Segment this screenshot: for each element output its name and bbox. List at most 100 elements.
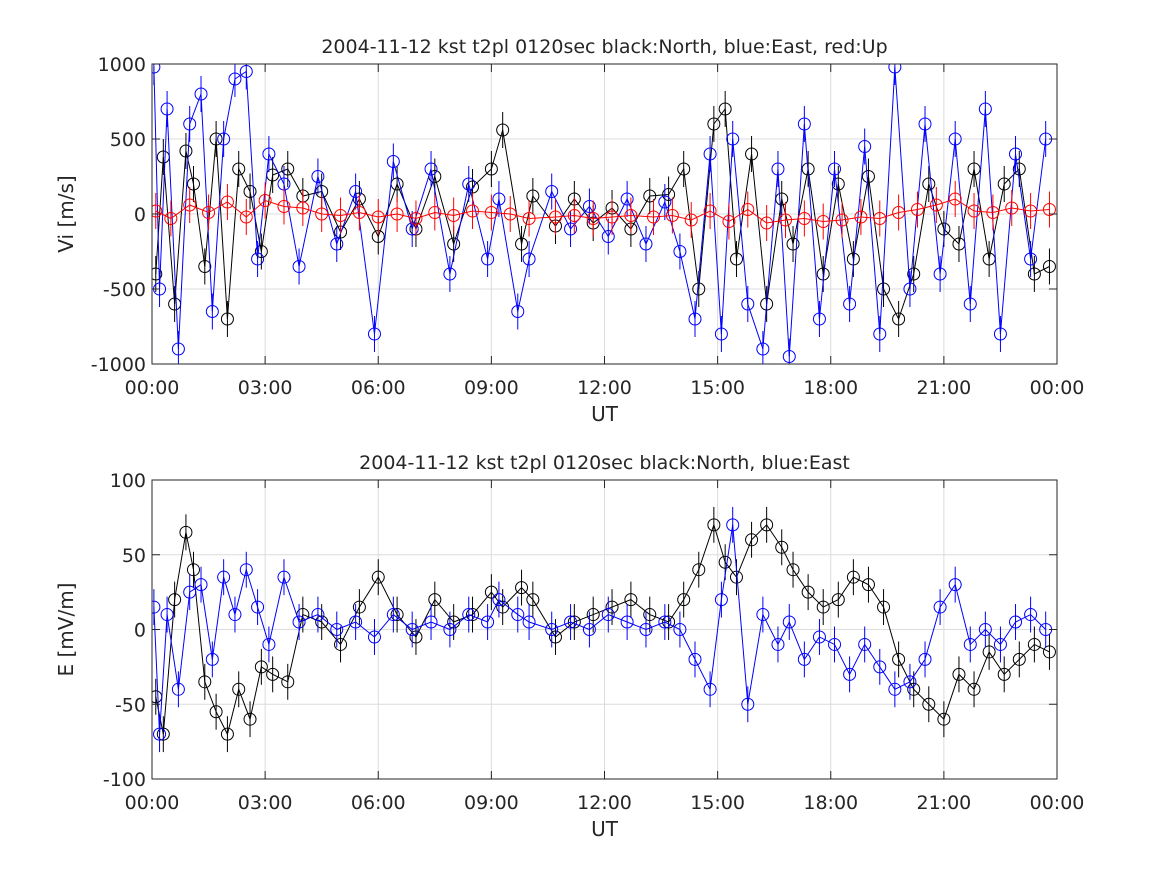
- data-point: [1005, 201, 1019, 215]
- data-point: [933, 600, 947, 614]
- data-point: [1042, 260, 1056, 273]
- data-point: [466, 204, 480, 218]
- data-point: [677, 162, 691, 176]
- data-point: [677, 593, 691, 607]
- data-point: [760, 297, 774, 311]
- data-point: [658, 195, 672, 209]
- data-point: [567, 615, 581, 629]
- data-point: [228, 72, 242, 86]
- y-tick-label: 100: [110, 470, 146, 492]
- data-point: [179, 525, 193, 539]
- data-point: [877, 600, 891, 614]
- data-point: [198, 260, 212, 273]
- data-point: [205, 652, 219, 666]
- data-point: [582, 623, 596, 636]
- data-point: [258, 194, 272, 207]
- data-point: [582, 200, 596, 213]
- data-point: [1042, 203, 1056, 216]
- data-point: [262, 637, 276, 651]
- data-point: [707, 117, 721, 131]
- x-axis-label: UT: [591, 402, 619, 426]
- data-point: [888, 64, 902, 74]
- data-point: [918, 117, 932, 131]
- data-point: [707, 518, 721, 532]
- data-point: [726, 518, 740, 532]
- x-tick-label: 18:00: [803, 792, 858, 814]
- data-point: [873, 327, 887, 341]
- data-point: [797, 117, 811, 131]
- data-point: [624, 209, 638, 222]
- data-point: [186, 563, 200, 577]
- data-point: [205, 305, 219, 318]
- data-point: [292, 260, 306, 273]
- data-point: [564, 222, 578, 236]
- data-point: [281, 675, 295, 689]
- data-point: [349, 615, 363, 629]
- data-point: [986, 206, 1000, 219]
- data-point: [386, 155, 400, 168]
- data-point: [948, 132, 962, 146]
- data-point: [390, 608, 404, 622]
- data-point: [171, 342, 185, 356]
- data-point: [910, 203, 924, 216]
- data-point: [861, 578, 875, 592]
- data-point: [281, 162, 295, 176]
- data-point: [933, 267, 947, 281]
- data-point: [903, 282, 917, 296]
- x-tick-label: 06:00: [351, 792, 406, 814]
- x-tick-label: 00:00: [125, 792, 180, 814]
- data-point: [202, 206, 216, 219]
- data-point: [892, 652, 906, 666]
- x-tick-label: 12:00: [577, 792, 632, 814]
- data-point: [620, 192, 634, 206]
- data-point: [741, 297, 755, 311]
- data-point: [861, 170, 875, 183]
- data-point: [812, 630, 826, 644]
- data-point: [209, 132, 223, 146]
- series-east: [152, 506, 1053, 753]
- data-point: [503, 207, 517, 221]
- data-point: [511, 305, 525, 318]
- data-point: [232, 682, 246, 696]
- data-point: [812, 312, 826, 326]
- data-point: [843, 297, 857, 311]
- data-point: [797, 652, 811, 666]
- data-point: [828, 637, 842, 651]
- data-point: [183, 117, 197, 131]
- data-point: [330, 237, 344, 251]
- data-point: [239, 563, 253, 577]
- x-tick-label: 00:00: [1030, 792, 1085, 814]
- data-point: [371, 570, 385, 584]
- data-point: [639, 623, 653, 636]
- data-point: [624, 593, 638, 607]
- y-tick-label: -100: [103, 769, 146, 791]
- data-point: [428, 206, 442, 219]
- data-point: [447, 209, 461, 222]
- data-point: [688, 652, 702, 666]
- data-point: [209, 705, 223, 719]
- data-point: [548, 630, 562, 644]
- data-point: [277, 200, 291, 213]
- data-point: [367, 630, 381, 644]
- data-point: [843, 667, 857, 681]
- data-point: [1012, 162, 1026, 176]
- data-point: [601, 230, 615, 243]
- data-point: [854, 210, 868, 224]
- data-point: [643, 189, 657, 203]
- data-point: [786, 563, 800, 577]
- data-point: [760, 216, 774, 230]
- data-point: [745, 147, 759, 161]
- data-point: [760, 518, 774, 532]
- data-point: [937, 222, 951, 236]
- data-point: [892, 312, 906, 326]
- data-point: [782, 350, 796, 363]
- data-point: [858, 637, 872, 651]
- data-point: [967, 162, 981, 176]
- data-point: [277, 570, 291, 584]
- data-point: [816, 215, 830, 228]
- data-point: [481, 615, 495, 629]
- data-point: [1027, 267, 1041, 281]
- data-point: [220, 195, 234, 209]
- chart-title: 2004-11-12 kst t2pl 0120sec black:North,…: [321, 36, 887, 58]
- data-point: [330, 623, 344, 636]
